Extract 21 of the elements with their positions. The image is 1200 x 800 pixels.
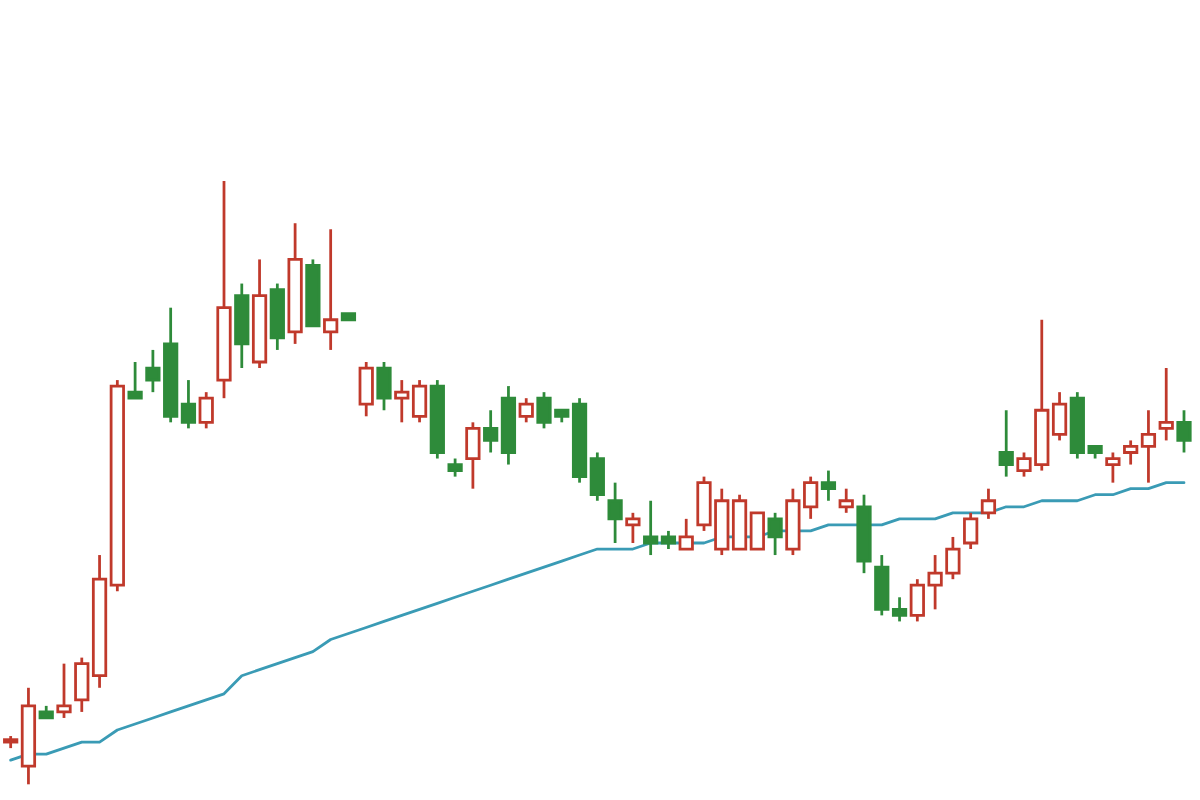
candlestick xyxy=(198,390,214,430)
candlestick xyxy=(625,511,641,545)
candlestick xyxy=(376,360,392,412)
candlestick xyxy=(678,517,694,551)
candlestick xyxy=(56,662,72,720)
candlestick xyxy=(838,487,854,515)
candlestick xyxy=(1158,366,1174,442)
candlestick xyxy=(323,227,339,352)
candlestick xyxy=(1176,408,1192,454)
candlestick xyxy=(447,457,463,479)
candlestick xyxy=(980,487,997,521)
candlestick xyxy=(998,408,1014,479)
candlestick xyxy=(358,360,374,418)
candlestick xyxy=(767,511,783,557)
candlestick xyxy=(127,360,143,400)
candlestick xyxy=(465,420,481,491)
candlestick xyxy=(607,481,623,545)
candlestick xyxy=(820,469,837,503)
candlestick xyxy=(963,511,979,551)
candlestick xyxy=(518,396,534,424)
candlestick xyxy=(1105,451,1121,485)
